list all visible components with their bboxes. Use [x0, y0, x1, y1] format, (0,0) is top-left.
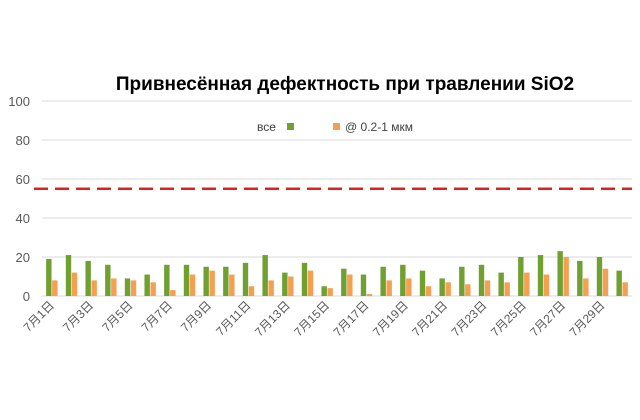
bar-size-28 [583, 278, 589, 296]
bar-all-25 [518, 257, 524, 296]
bar-all-22 [459, 266, 465, 296]
bar-all-1 [46, 258, 52, 296]
bar-all-14 [301, 262, 308, 296]
legend-label-all: все [257, 120, 276, 134]
bar-size-21 [445, 282, 451, 296]
bar-size-27 [563, 257, 569, 296]
bar-size-25 [524, 272, 530, 296]
bar-size-24 [504, 282, 510, 296]
legend-swatch-size [333, 123, 340, 130]
gridlines [42, 100, 632, 297]
x-tick-label: 7月3日 [60, 298, 96, 334]
x-tick-label: 7月19日 [370, 298, 411, 339]
bar-all-4 [105, 264, 111, 296]
bar-size-6 [150, 282, 156, 296]
bar-size-4 [111, 278, 117, 296]
x-tick-label: 7月25日 [488, 298, 529, 339]
bar-size-17 [366, 294, 373, 296]
bar-size-16 [347, 274, 353, 296]
bar-all-27 [557, 251, 563, 296]
bar-all-17 [360, 274, 367, 296]
bar-size-11 [248, 286, 255, 296]
y-tick-label: 60 [16, 172, 30, 187]
bar-size-10 [229, 274, 235, 296]
y-tick-label: 100 [8, 94, 30, 109]
bar-all-10 [223, 266, 229, 296]
x-tick-label: 7月21日 [409, 298, 450, 339]
bar-all-24 [498, 272, 504, 296]
bar-size-29 [602, 268, 609, 296]
x-tick-label: 7月23日 [449, 298, 490, 339]
chart-title: Привнесённая дефектность при травлении S… [116, 74, 574, 95]
x-axis: 7月1日 7月3日 7月5日 7月7日 7月9日7月11日7月13日7月15日7月17日… [21, 298, 608, 339]
bar-size-7 [170, 290, 176, 296]
bar-all-9 [203, 266, 209, 296]
bar-all-28 [577, 260, 583, 296]
bar-all-15 [321, 286, 327, 296]
x-tick-label: 7月27日 [527, 298, 568, 339]
bar-size-8 [189, 274, 196, 296]
x-tick-label: 7月7日 [139, 298, 175, 334]
y-tick-label: 20 [16, 250, 30, 265]
legend: все @ 0.2-1 мкм [257, 120, 413, 134]
bar-all-23 [478, 264, 485, 296]
bar-size-2 [71, 272, 78, 296]
x-tick-label: 7月11日 [213, 298, 253, 338]
y-tick-label: 40 [16, 211, 30, 226]
bar-all-26 [537, 255, 544, 296]
bar-all-11 [242, 262, 249, 296]
y-tick-label: 80 [16, 133, 30, 148]
bar-all-6 [144, 274, 150, 296]
bar-all-29 [596, 257, 603, 296]
bar-all-12 [262, 255, 268, 296]
bar-size-1 [52, 280, 58, 296]
bar-size-12 [268, 280, 274, 296]
bar-all-19 [400, 264, 406, 296]
bar-all-5 [124, 278, 131, 296]
x-tick-label: 7月17日 [331, 298, 372, 339]
y-tick-label: 0 [23, 289, 30, 304]
bar-size-3 [91, 280, 97, 296]
bar-size-26 [543, 274, 550, 296]
x-tick-label: 7月15日 [291, 298, 332, 339]
x-tick-label: 7月9日 [178, 298, 214, 334]
bar-size-20 [425, 286, 432, 296]
bar-all-3 [85, 260, 91, 296]
legend-swatch-all [287, 123, 294, 130]
bar-size-15 [327, 288, 333, 296]
bar-size-14 [307, 270, 314, 296]
bar-all-20 [419, 270, 426, 296]
bar-all-18 [380, 266, 386, 296]
bars [46, 251, 628, 296]
bar-all-30 [616, 270, 622, 296]
x-tick-label: 7月29日 [567, 298, 608, 339]
bar-size-9 [209, 270, 215, 296]
bar-size-23 [484, 280, 491, 296]
legend-label-size: @ 0.2-1 мкм [345, 120, 413, 134]
bar-size-22 [465, 284, 471, 296]
bar-all-16 [341, 268, 347, 296]
x-tick-label: 7月13日 [252, 298, 293, 339]
bar-size-30 [622, 282, 628, 296]
x-tick-label: 7月5日 [99, 298, 135, 334]
bar-size-19 [406, 278, 412, 296]
bar-size-5 [130, 280, 137, 296]
bar-size-13 [288, 276, 294, 296]
bar-size-18 [386, 280, 392, 296]
bar-all-13 [282, 272, 288, 296]
bar-all-7 [164, 264, 170, 296]
bar-all-21 [439, 278, 445, 296]
bar-all-8 [183, 264, 190, 296]
bar-all-2 [65, 255, 72, 296]
y-axis: 0 20 40 60 80 100 [8, 94, 30, 304]
